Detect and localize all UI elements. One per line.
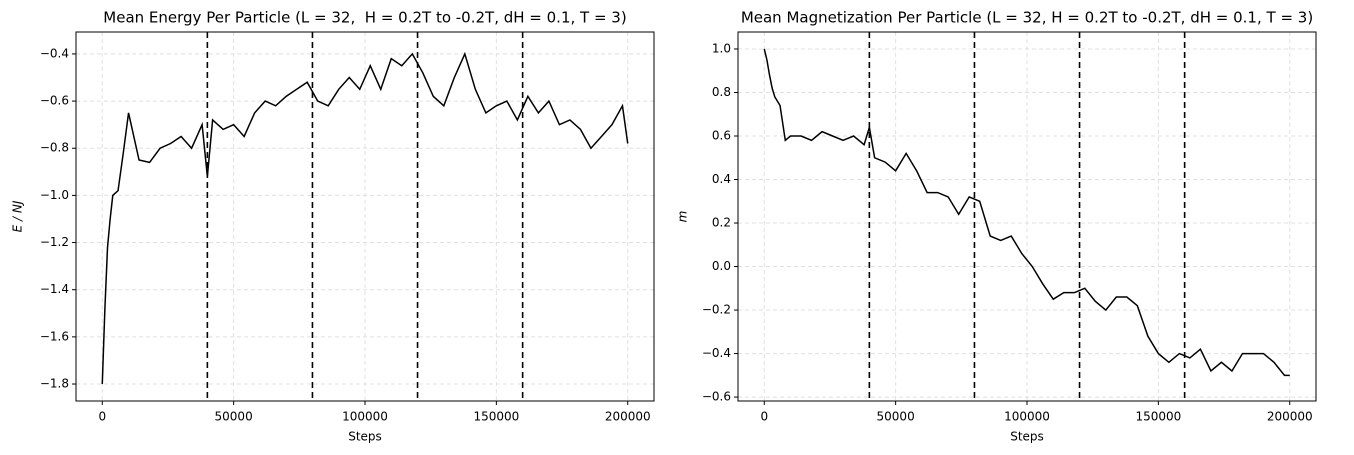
y-tick-label: 0.2: [712, 216, 731, 230]
y-tick-label: −0.4: [702, 346, 731, 360]
y-tick-label: 0.4: [712, 172, 731, 186]
x-tick-label: 50000: [215, 410, 253, 424]
x-axis-label: Steps: [1010, 430, 1044, 444]
y-tick-label: 0.0: [712, 259, 731, 273]
x-tick-label: 200000: [1267, 410, 1313, 424]
x-tick-label: 100000: [1004, 410, 1050, 424]
x-axis-label: Steps: [348, 430, 382, 444]
y-tick-label: −1.0: [40, 188, 69, 202]
x-tick-label: 200000: [605, 410, 651, 424]
axes-frame: [737, 31, 1317, 402]
y-tick-label: −0.8: [40, 141, 69, 155]
y-tick-label: −1.6: [40, 329, 69, 343]
y-tick-label: −0.6: [702, 390, 731, 404]
x-tick-label: 150000: [473, 410, 519, 424]
y-tick-label: −0.4: [40, 46, 69, 60]
y-tick-label: −0.2: [702, 303, 731, 317]
y-tick-label: −1.4: [40, 282, 69, 296]
y-tick-label: −1.8: [40, 377, 69, 391]
axes-frame: [75, 31, 655, 402]
chart-title: Mean Magnetization Per Particle (L = 32,…: [741, 9, 1313, 27]
data-line: [763, 48, 1290, 377]
x-tick-label: 100000: [342, 410, 388, 424]
y-tick-label: −1.2: [40, 235, 69, 249]
y-tick-label: 0.8: [712, 85, 731, 99]
y-tick-label: −0.6: [40, 94, 69, 108]
data-line: [101, 51, 629, 385]
x-tick-label: 0: [98, 410, 106, 424]
x-tick-label: 150000: [1135, 410, 1181, 424]
x-tick-label: 50000: [877, 410, 915, 424]
chart-title: Mean Energy Per Particle (L = 32, H = 0.…: [103, 9, 626, 27]
x-tick-label: 0: [760, 410, 768, 424]
y-tick-label: 1.0: [712, 41, 731, 55]
y-axis-label: E / NJ: [11, 200, 25, 232]
y-tick-label: 0.6: [712, 128, 731, 142]
y-axis-label: m: [676, 211, 690, 223]
